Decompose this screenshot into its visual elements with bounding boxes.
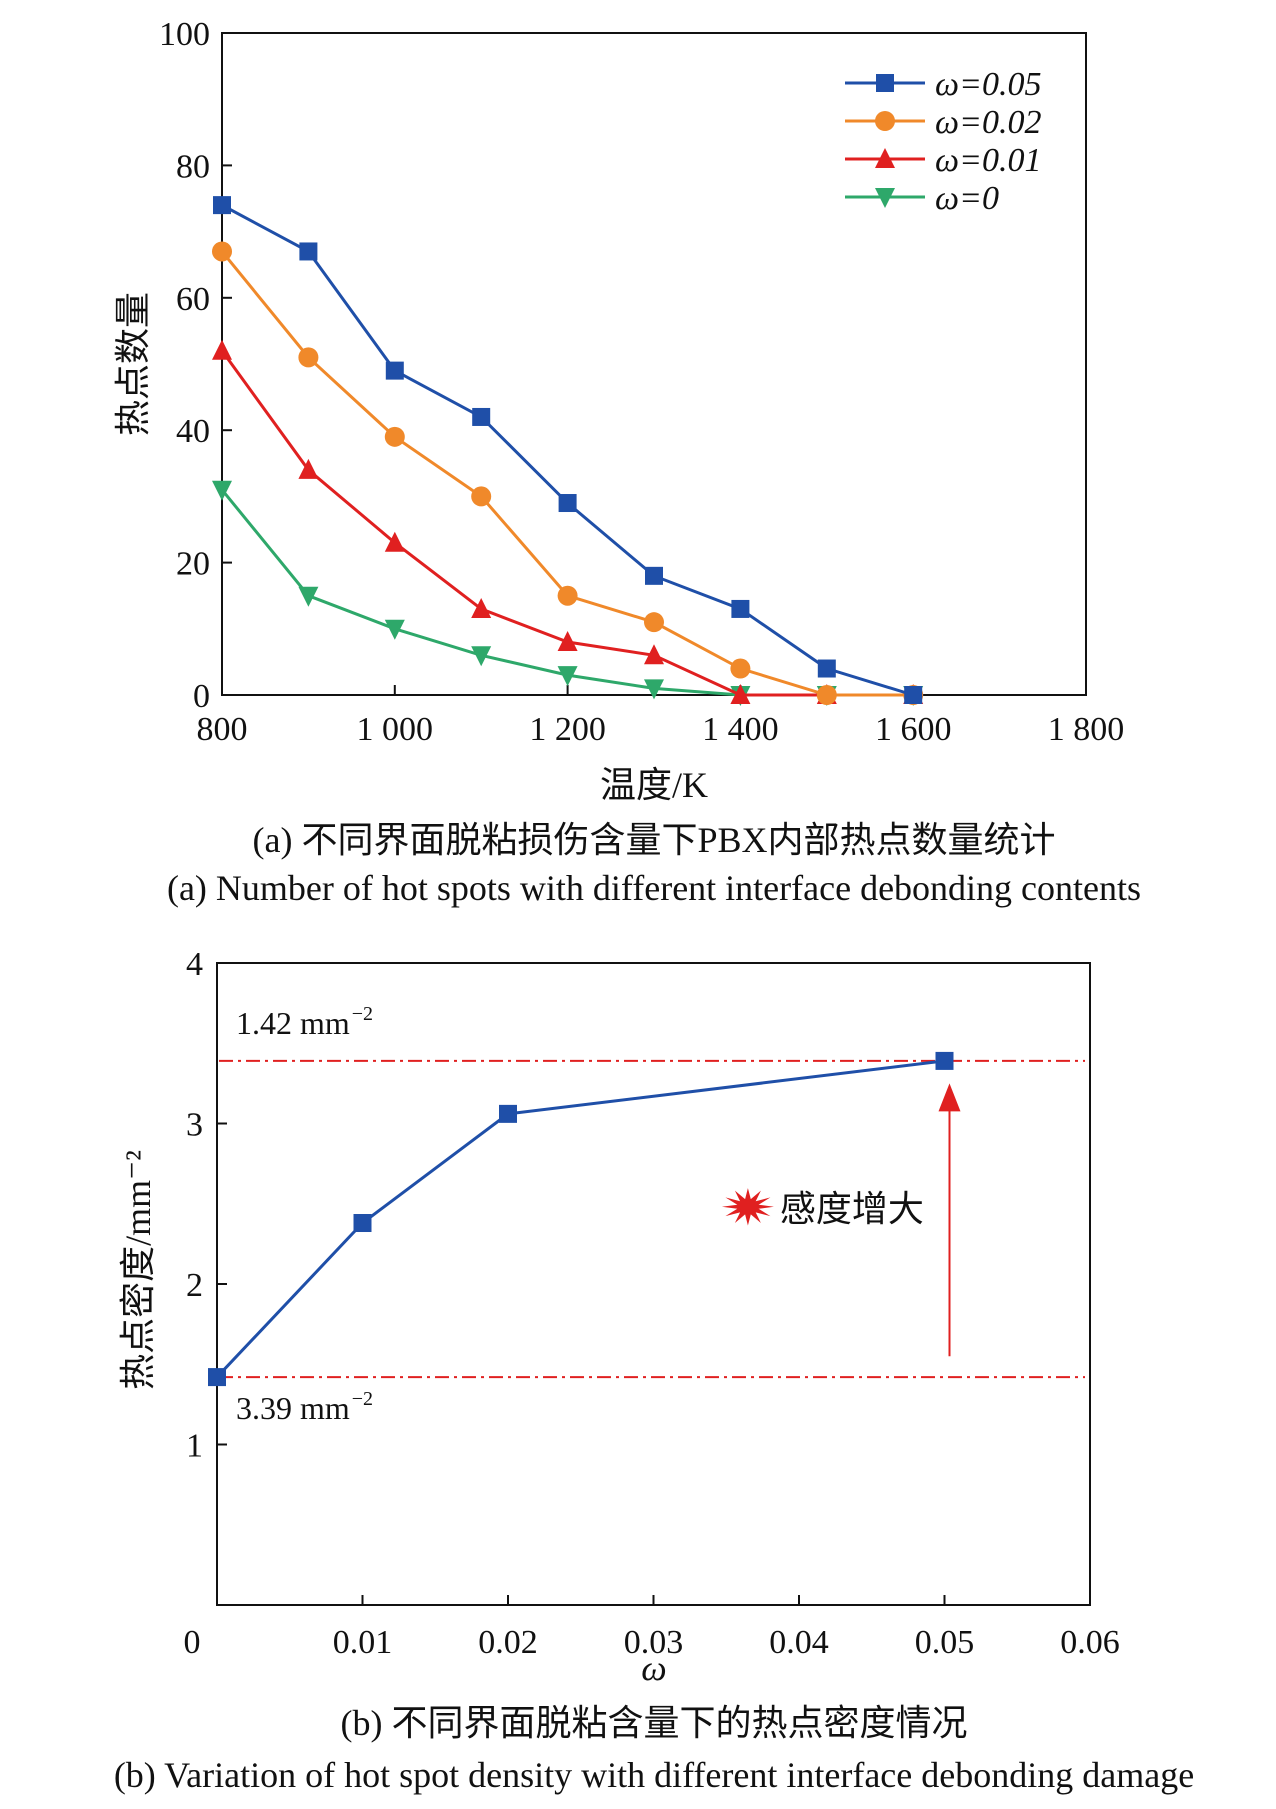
chart-b-x-tick-label: 0.01 bbox=[333, 1624, 393, 1661]
chart-a-data-point bbox=[471, 597, 492, 618]
chart-a-legend-label: ω=0.05 bbox=[935, 66, 1041, 103]
chart-a-data-point bbox=[471, 486, 492, 507]
chart-b-data-point bbox=[499, 1104, 517, 1123]
chart-b-x-tick-label: 0.05 bbox=[915, 1624, 975, 1661]
chart-b-reference-label: 1.42 mm bbox=[236, 1005, 350, 1041]
chart-a-data-point bbox=[212, 241, 232, 262]
chart-b-x-tick-label: 0.06 bbox=[1060, 1624, 1120, 1661]
chart-a-data-point bbox=[298, 586, 319, 607]
chart-a-series-line bbox=[220, 250, 914, 697]
chart-b-data-point bbox=[353, 1214, 372, 1233]
chart-a-data-point bbox=[816, 685, 837, 705]
chart-a-data-point bbox=[730, 684, 751, 704]
chart-a-data-point bbox=[731, 599, 750, 618]
chart-a-data-point bbox=[557, 585, 578, 606]
chart-a-legend-marker bbox=[875, 188, 895, 208]
chart-a-data-point bbox=[644, 612, 664, 633]
chart-b-reference-label-superscript: −2 bbox=[352, 1388, 373, 1410]
chart-a-y-axis-label: 热点数量 bbox=[113, 292, 153, 436]
chart-a-data-point bbox=[384, 531, 405, 552]
chart-b-x-tick-label: 0 bbox=[184, 1624, 201, 1661]
chart-a-caption-en: (a) Number of hot spots with different i… bbox=[167, 868, 1141, 908]
chart-a-data-point bbox=[298, 458, 319, 479]
chart-a-data-point bbox=[212, 339, 232, 360]
chart-b-caption-cn: (b) 不同界面脱粘含量下的热点密度情况 bbox=[341, 1703, 968, 1743]
chart-a-legend-label: ω=0.02 bbox=[935, 104, 1041, 141]
chart-b-data-point bbox=[935, 1051, 954, 1070]
chart-a-data-point bbox=[557, 666, 578, 687]
chart-a-data-point bbox=[212, 480, 232, 501]
chart-a-x-tick-label: 1 600 bbox=[875, 711, 952, 748]
chart-b-y-tick-label: 2 bbox=[186, 1267, 203, 1304]
chart-a: 800 1 000 1 200 1 400 1 600 1 800 0 20 40 60 80 100… bbox=[113, 16, 1141, 908]
chart-a-data-point bbox=[644, 644, 664, 665]
chart-a-data-point bbox=[471, 646, 492, 667]
chart-b-reference-label-superscript: −2 bbox=[352, 1003, 373, 1025]
chart-a-data-point bbox=[644, 679, 664, 700]
chart-a-y-tick-label: 20 bbox=[176, 546, 210, 583]
chart-a-legend: ω=0.05ω=0.02ω=0.01ω=0 bbox=[845, 66, 1041, 217]
chart-a-data-point bbox=[558, 494, 577, 513]
chart-a-x-axis-label: 温度/K bbox=[600, 765, 708, 805]
chart-a-data-point bbox=[384, 426, 405, 447]
chart-b-burst-icon bbox=[721, 1188, 774, 1226]
chart-a-y-tick-label: 100 bbox=[159, 16, 210, 53]
chart-a-legend-label: ω=0 bbox=[935, 180, 999, 217]
chart-a-data-point bbox=[298, 347, 319, 368]
chart-b-y-tick-label: 1 bbox=[186, 1428, 203, 1465]
chart-b-x-tick-label: 0.03 bbox=[624, 1624, 684, 1661]
chart-a-data-point bbox=[299, 242, 318, 261]
chart-a-caption-cn: (a) 不同界面脱粘损伤含量下PBX内部热点数量统计 bbox=[253, 820, 1056, 860]
chart-b-caption-en: (b) Variation of hot spot density with d… bbox=[114, 1755, 1194, 1795]
chart-a-y-tick-label: 40 bbox=[176, 413, 210, 450]
chart-a-series-line bbox=[221, 203, 914, 697]
chart-a-x-tick-label: 1 200 bbox=[529, 711, 606, 748]
chart-b-annotation-text: 感度增大 bbox=[780, 1189, 924, 1229]
chart-a-data-point bbox=[385, 361, 404, 380]
chart-b-y-tick-label: 4 bbox=[186, 946, 203, 983]
chart-a-x-tick-label: 1 400 bbox=[702, 711, 779, 748]
chart-b-y-axis-label: 热点密度/mm⁻² bbox=[118, 1150, 158, 1390]
chart-a-data-point bbox=[817, 659, 836, 678]
chart-a-data-point bbox=[557, 631, 578, 652]
chart-a-data-point bbox=[904, 686, 923, 704]
chart-b-reference-label: 3.39 mm bbox=[236, 1390, 350, 1426]
chart-a-data-point bbox=[472, 407, 491, 426]
chart-a-legend-marker bbox=[876, 74, 894, 92]
chart-b-series-line bbox=[215, 1059, 945, 1379]
chart-a-y-tick-label: 0 bbox=[193, 678, 210, 715]
chart-a-data-point bbox=[730, 658, 751, 679]
chart-a-x-tick-label: 1 800 bbox=[1048, 711, 1125, 748]
chart-b-x-tick-label: 0.02 bbox=[478, 1624, 538, 1661]
chart-a-legend-marker bbox=[875, 111, 895, 131]
chart-b-y-tick-label: 3 bbox=[186, 1107, 203, 1144]
chart-b-data-point bbox=[208, 1368, 226, 1387]
chart-a-data-point bbox=[213, 196, 231, 215]
chart-a-legend-label: ω=0.01 bbox=[935, 142, 1041, 179]
chart-a-y-tick-label: 60 bbox=[176, 281, 210, 318]
chart-a-x-tick-label: 800 bbox=[197, 711, 248, 748]
chart-b-arrow-head bbox=[938, 1083, 961, 1112]
chart-a-x-tick-label: 1 000 bbox=[357, 711, 434, 748]
chart-b-frame bbox=[216, 962, 1091, 1606]
chart-a-data-point bbox=[384, 619, 405, 640]
chart-b-x-axis-label: ω bbox=[641, 1648, 666, 1688]
chart-a-y-tick-label: 80 bbox=[176, 148, 210, 185]
chart-a-legend-marker bbox=[875, 148, 895, 168]
chart-a-data-point bbox=[645, 566, 663, 585]
chart-b-x-tick-label: 0.04 bbox=[769, 1624, 829, 1661]
